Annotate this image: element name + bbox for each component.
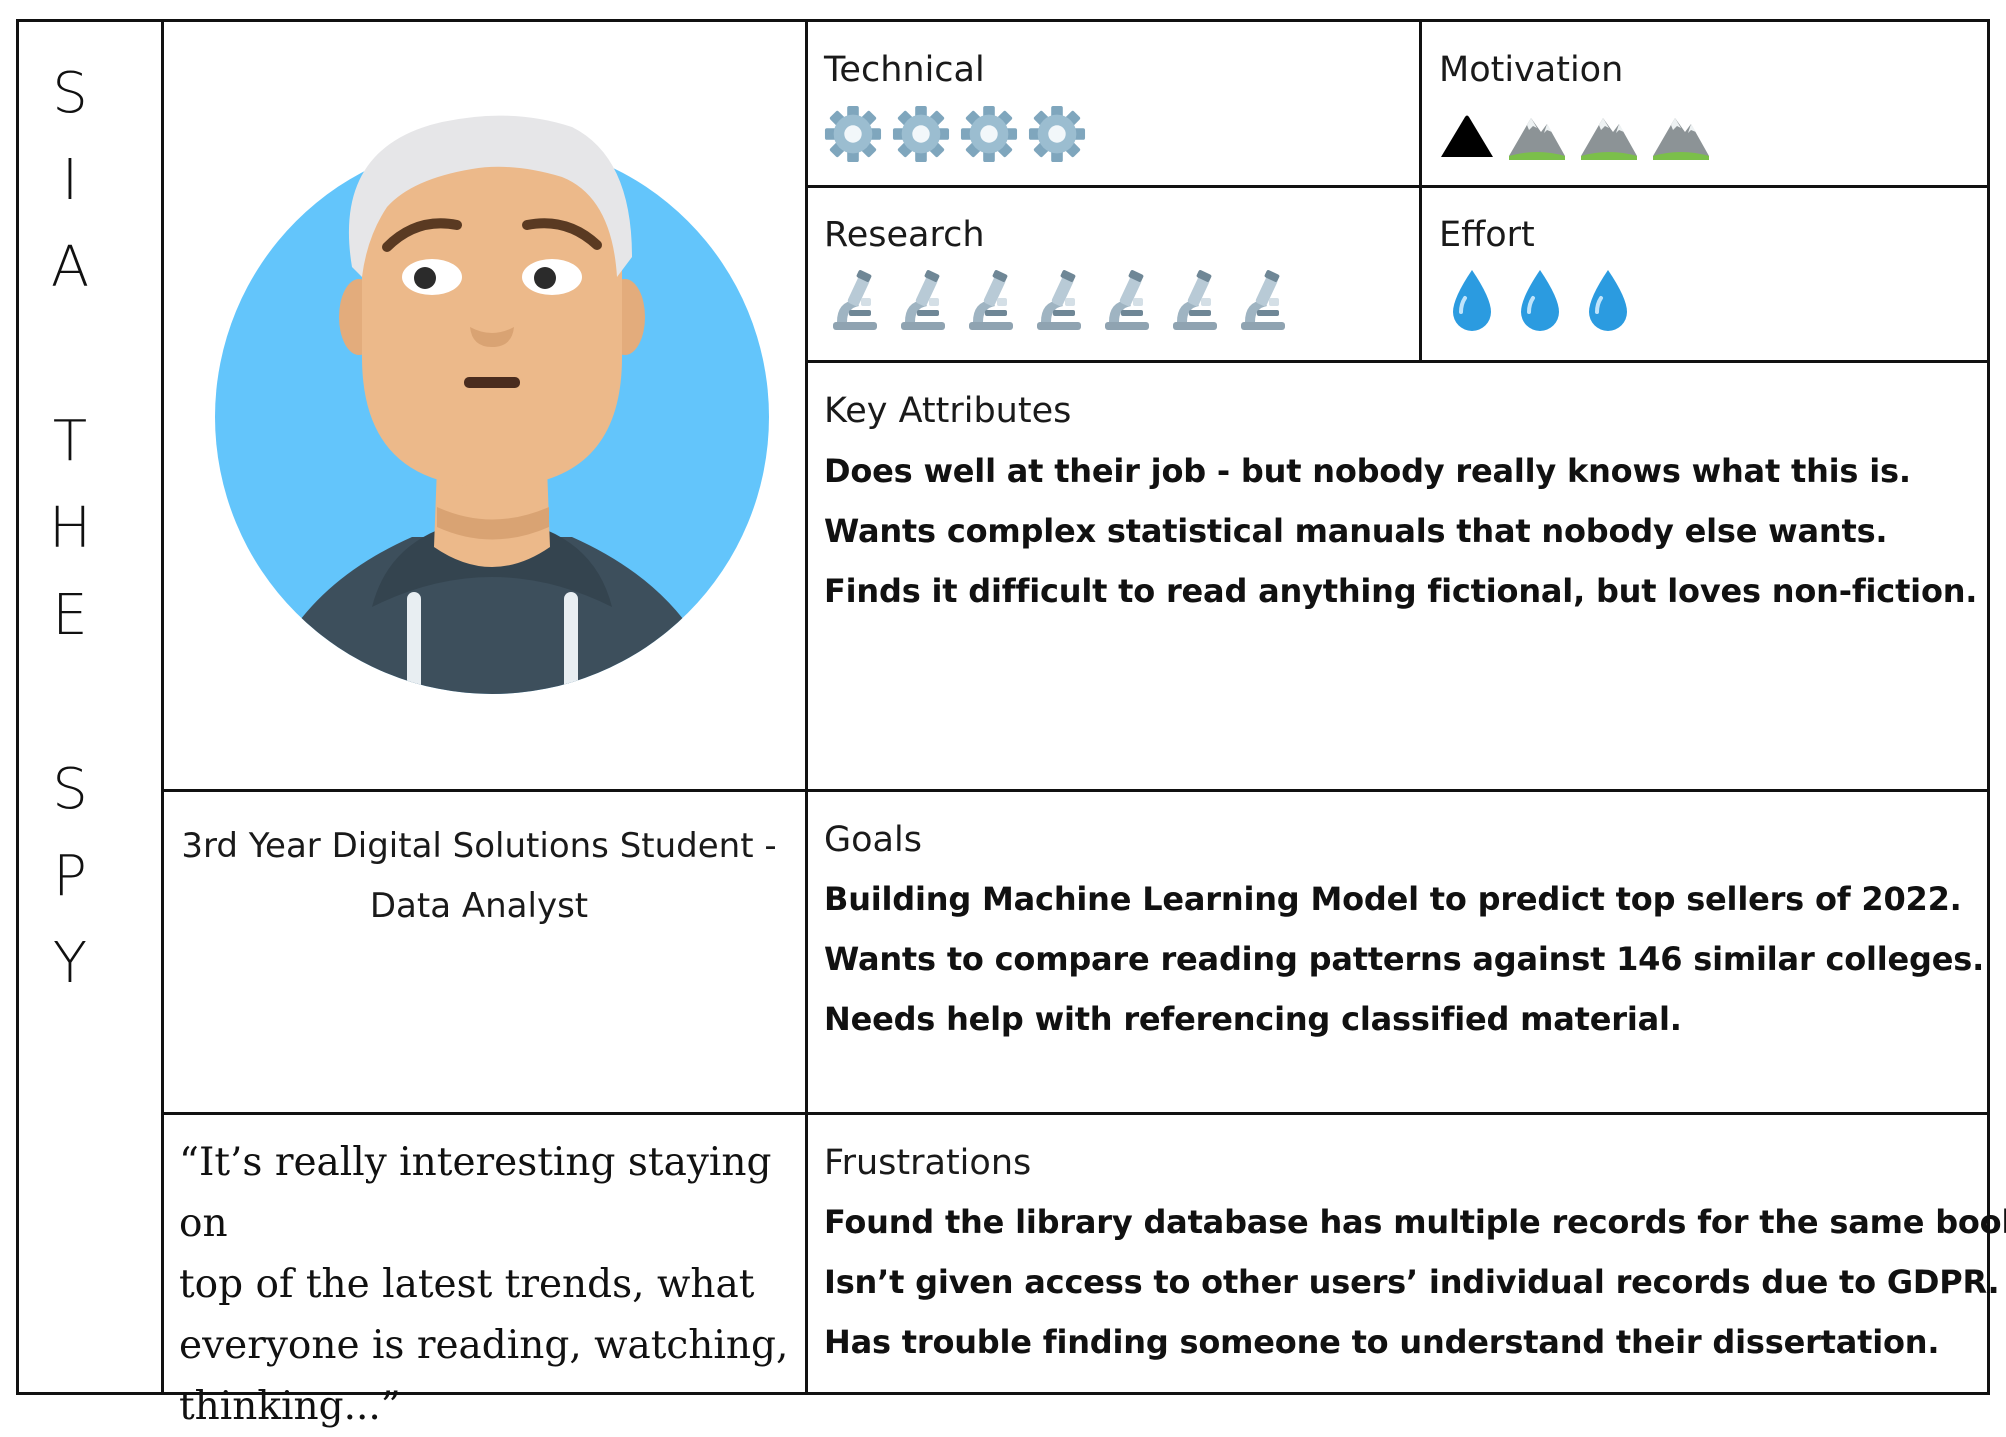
divider bbox=[1419, 22, 1422, 363]
quote-line: everyone is reading, watching, bbox=[179, 1323, 789, 1368]
research-rating bbox=[827, 270, 1291, 332]
key-attribute-line: Wants complex statistical manuals that n… bbox=[824, 512, 1888, 550]
name-letter: T bbox=[52, 409, 88, 474]
name-letter: S bbox=[52, 757, 88, 822]
quote-line: “It’s really interesting staying on bbox=[179, 1140, 772, 1246]
frustration-line: Isn’t given access to other users’ indiv… bbox=[824, 1263, 2000, 1301]
microscope-icon bbox=[969, 270, 1013, 330]
name-letter: P bbox=[53, 844, 87, 909]
gear-icon bbox=[1028, 105, 1086, 163]
frustration-line: Has trouble finding someone to understan… bbox=[824, 1323, 1940, 1361]
mountain-icon bbox=[1509, 118, 1565, 160]
frustration-line: Found the library database has multiple … bbox=[824, 1203, 2006, 1241]
divider bbox=[161, 22, 164, 1392]
microscope-icon bbox=[1105, 270, 1149, 330]
divider bbox=[805, 360, 1990, 363]
divider bbox=[805, 185, 1990, 188]
goal-line: Needs help with referencing classified m… bbox=[824, 1000, 1682, 1038]
persona-card: S I A T H E S P Y bbox=[16, 19, 2006, 1429]
name-letter: Y bbox=[52, 931, 88, 996]
microscope-icon bbox=[1241, 270, 1285, 330]
droplet-icon bbox=[1453, 270, 1491, 331]
name-letter: I bbox=[61, 148, 79, 213]
persona-quote: “It’s really interesting staying on top … bbox=[179, 1132, 789, 1437]
droplet-icon bbox=[1521, 270, 1559, 331]
mountain-icon bbox=[1581, 118, 1637, 160]
microscope-icon bbox=[833, 270, 877, 330]
persona-role: 3rd Year Digital Solutions Student - Dat… bbox=[179, 816, 779, 936]
role-line: 3rd Year Digital Solutions Student - bbox=[181, 826, 777, 866]
gear-icon bbox=[960, 105, 1018, 163]
name-letter: A bbox=[50, 235, 90, 300]
microscope-icon bbox=[1037, 270, 1081, 330]
technical-label: Technical bbox=[824, 50, 985, 90]
key-attributes-label: Key Attributes bbox=[824, 391, 1072, 431]
quote-line: thinking...” bbox=[179, 1384, 401, 1429]
technical-rating bbox=[824, 105, 1086, 163]
quote-line: top of the latest trends, what bbox=[179, 1262, 755, 1307]
frustrations-label: Frustrations bbox=[824, 1143, 1032, 1183]
motivation-label: Motivation bbox=[1439, 50, 1624, 90]
name-letter: H bbox=[48, 496, 92, 561]
name-letter: E bbox=[52, 583, 88, 648]
avatar bbox=[215, 115, 769, 694]
key-attribute-line: Finds it difficult to read anything fict… bbox=[824, 572, 1978, 610]
microscope-icon bbox=[901, 270, 945, 330]
role-line: Data Analyst bbox=[369, 886, 589, 926]
persona-name: S I A T H E S P Y bbox=[19, 22, 161, 1392]
goals-label: Goals bbox=[824, 820, 922, 860]
motivation-rating bbox=[1439, 110, 1711, 162]
black-triangle-icon bbox=[1441, 115, 1493, 157]
goal-line: Wants to compare reading patterns agains… bbox=[824, 940, 1985, 978]
divider bbox=[161, 789, 1990, 792]
key-attribute-line: Does well at their job - but nobody real… bbox=[824, 452, 1911, 490]
microscope-icon bbox=[1173, 270, 1217, 330]
droplet-icon bbox=[1589, 270, 1627, 331]
gear-icon bbox=[892, 105, 950, 163]
gear-icon bbox=[824, 105, 882, 163]
divider bbox=[805, 22, 808, 1392]
effort-rating bbox=[1451, 268, 1629, 332]
research-label: Research bbox=[824, 215, 985, 255]
goal-line: Building Machine Learning Model to predi… bbox=[824, 880, 1962, 918]
effort-label: Effort bbox=[1439, 215, 1535, 255]
name-letter: S bbox=[52, 61, 88, 126]
divider bbox=[161, 1112, 1990, 1115]
mountain-icon bbox=[1653, 118, 1709, 160]
